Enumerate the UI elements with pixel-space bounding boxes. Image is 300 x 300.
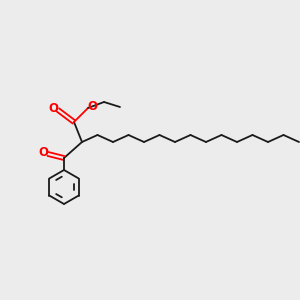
Text: O: O [48, 103, 58, 116]
Text: O: O [87, 100, 97, 112]
Text: O: O [38, 146, 48, 160]
